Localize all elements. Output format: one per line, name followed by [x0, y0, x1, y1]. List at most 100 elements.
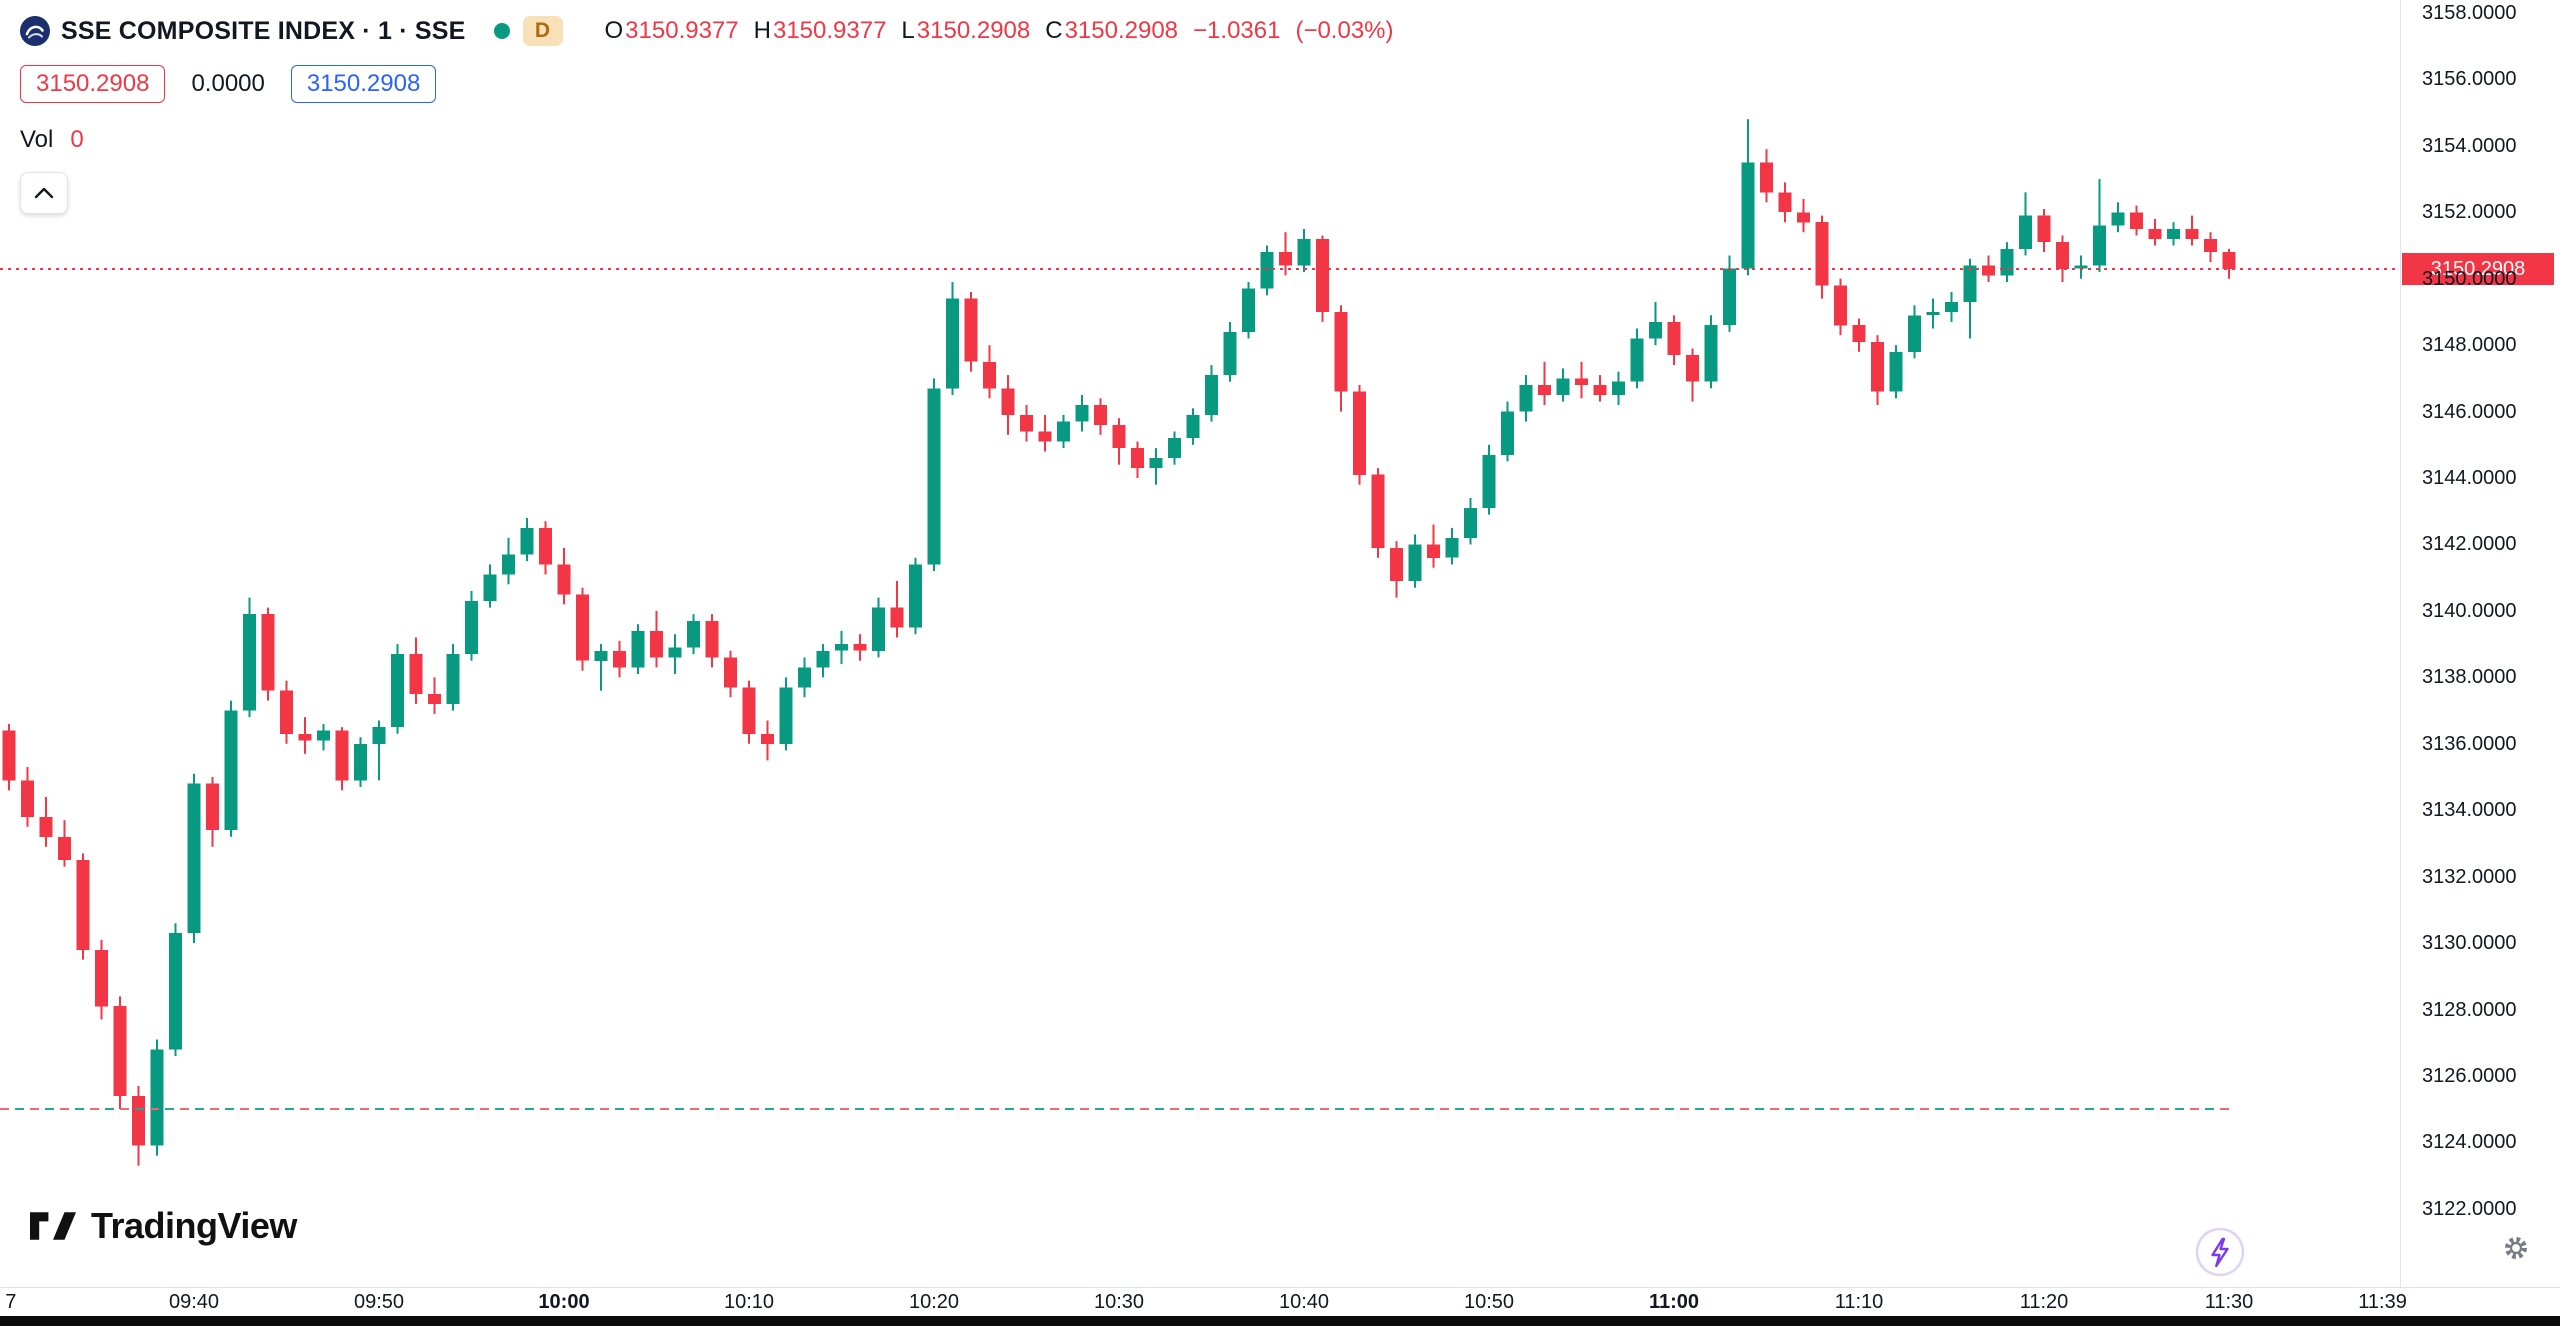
price-tick-label: 3144.0000: [2422, 467, 2517, 490]
candle: [206, 777, 219, 847]
price-axis[interactable]: 3150.2908 3158.0000 3156.0000 3154.0000 315…: [2400, 0, 2560, 1287]
price-tick-label: 3158.0000: [2422, 1, 2517, 24]
candle: [1168, 431, 1181, 465]
candle: [391, 644, 404, 734]
candle: [1445, 527, 1459, 565]
candle: [742, 680, 756, 744]
low-value: 3150.2908: [916, 17, 1031, 44]
time-tick-label: 09:50: [353, 1291, 405, 1313]
chevron-up-icon: [34, 187, 54, 199]
time-tick-label: 11:00: [1648, 1291, 1700, 1313]
candle: [1260, 245, 1274, 296]
high-label: H: [753, 17, 771, 44]
candle: [1667, 315, 1681, 366]
candle: [2019, 192, 2032, 256]
candle: [1390, 541, 1403, 598]
candle: [150, 1039, 164, 1156]
candle: [2000, 242, 2014, 282]
candle: [280, 680, 293, 744]
candle: [539, 521, 552, 575]
candle: [1612, 371, 1625, 405]
candle: [446, 644, 460, 711]
candlestick-series: [2, 119, 2236, 1166]
ohlc-readout: O 3150.9377 H 3150.9377 L 3150.2908 C 3150.2…: [605, 17, 1394, 45]
candle: [650, 610, 663, 668]
instant-trading-button[interactable]: [2194, 1226, 2246, 1278]
legend-symbol-row: SSE COMPOSITE INDEX · 1 · SSE D O 3150.93…: [20, 14, 1394, 48]
candle: [1297, 228, 1311, 273]
candle: [631, 624, 645, 674]
candle: [2111, 202, 2125, 233]
candle: [132, 1086, 145, 1166]
volume-label: Vol: [20, 126, 54, 153]
candle: [1094, 398, 1107, 435]
candle: [798, 657, 811, 698]
time-tick-label: 10:20: [908, 1291, 960, 1313]
candle: [187, 773, 201, 944]
candle: [1649, 302, 1662, 346]
candle: [2148, 218, 2162, 246]
gear-icon: [2505, 1237, 2527, 1259]
chart-plot-area[interactable]: SSE COMPOSITE INDEX · 1 · SSE D O 3150.93…: [0, 0, 2400, 1287]
tradingview-watermark[interactable]: TradingView: [30, 1203, 297, 1249]
candle: [779, 677, 793, 751]
collapse-legend-button[interactable]: [20, 172, 68, 214]
candle: [1760, 149, 1773, 203]
price-tick-label: 3126.0000: [2422, 1064, 2517, 1087]
last-price-axis-label: 3150.2908: [2402, 253, 2554, 286]
candle: [1926, 298, 1940, 329]
candle: [243, 597, 256, 718]
axis-settings-button[interactable]: [2502, 1234, 2530, 1262]
price-tick-label: 3122.0000: [2422, 1197, 2517, 1220]
time-tick-label: 10:10: [723, 1291, 775, 1313]
open-label: O: [604, 17, 624, 44]
time-tick-label: 11:10: [1834, 1291, 1884, 1313]
volume-value: 0: [70, 126, 84, 153]
sell-price-button[interactable]: 3150.2908: [20, 65, 166, 103]
candle: [354, 737, 367, 787]
candle: [1279, 232, 1292, 276]
price-tick-label: 3138.0000: [2422, 666, 2517, 689]
candle: [1908, 305, 1921, 359]
candle: [1982, 255, 1995, 282]
candle: [2130, 205, 2143, 236]
candle: [909, 557, 922, 635]
time-tick-label: 10:00: [538, 1291, 590, 1313]
candle: [964, 292, 978, 372]
candle: [21, 767, 34, 827]
candle: [298, 717, 312, 754]
buy-price-button[interactable]: 3150.2908: [290, 65, 437, 103]
candle: [1427, 524, 1440, 568]
buy-sell-row: 3150.2908 0.0000 3150.2908: [20, 64, 1394, 104]
candle: [1205, 365, 1218, 422]
candle: [2037, 209, 2051, 253]
time-axis[interactable]: 7 09:40 09:50 10:00 10:10 10:20 10:30 10:40 10:5…: [0, 1287, 2560, 1317]
tradingview-brand-text: TradingView: [91, 1205, 297, 1246]
high-value: 3150.9377: [772, 17, 887, 44]
candle: [816, 644, 830, 678]
candle: [853, 634, 867, 661]
price-tick-label: 3148.0000: [2422, 334, 2517, 357]
symbol-title[interactable]: SSE COMPOSITE INDEX · 1 · SSE: [61, 16, 466, 45]
open-value: 3150.9377: [625, 17, 739, 44]
candle: [946, 282, 959, 395]
candle: [1057, 414, 1070, 449]
time-tick-label: 09:40: [168, 1291, 220, 1313]
candle: [1408, 534, 1422, 588]
price-tick-label: 3156.0000: [2422, 68, 2517, 91]
candle: [1630, 328, 1644, 389]
candle: [1797, 199, 1810, 233]
candle: [2, 723, 16, 791]
candle: [1334, 305, 1348, 412]
candle: [372, 720, 386, 781]
candle: [594, 644, 608, 691]
delayed-data-badge[interactable]: D: [522, 16, 563, 46]
close-label: C: [1045, 17, 1063, 44]
candle: [1020, 405, 1033, 442]
market-status-dot-icon: [493, 23, 510, 39]
candle: [39, 796, 53, 847]
time-tick-label: 10:50: [1463, 1291, 1515, 1313]
candle: [502, 537, 515, 585]
candle: [76, 853, 90, 960]
